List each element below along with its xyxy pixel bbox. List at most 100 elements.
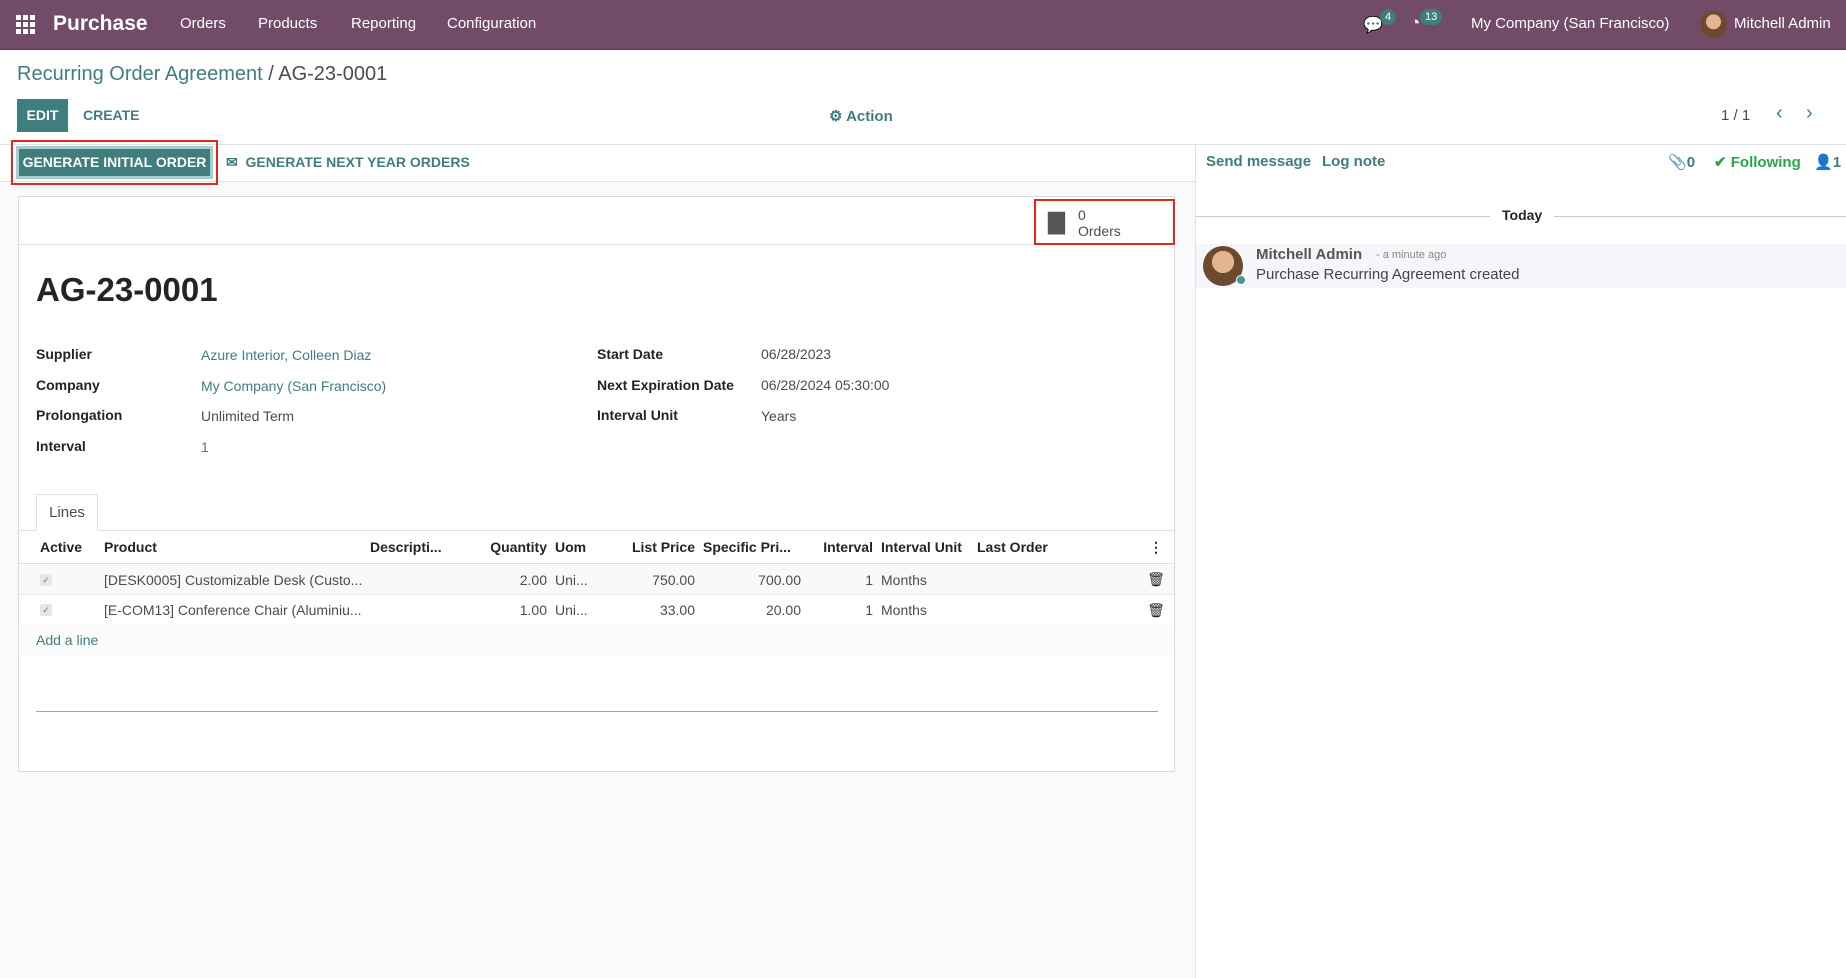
form-sheet: ▇ 0 Orders AG-23-0001 Supplier Azure Int… <box>18 196 1175 772</box>
activity-clock-icon[interactable]: ◔ <box>1410 13 1421 32</box>
user-avatar[interactable] <box>1700 11 1727 38</box>
col-last-order[interactable]: Last Order <box>977 539 1048 555</box>
envelope-icon: ✉ <box>226 154 238 170</box>
col-description[interactable]: Descripti... <box>370 539 442 555</box>
generate-next-label: Generate Next Year Orders <box>245 154 470 170</box>
table-row[interactable]: ✓ [E-COM13] Conference Chair (Aluminiu..… <box>19 595 1174 625</box>
button-box <box>19 197 1174 245</box>
pager-value[interactable]: 1 / 1 <box>1721 107 1751 124</box>
cell-quantity[interactable]: 1.00 <box>519 602 547 618</box>
generate-initial-order-button[interactable]: Generate Initial Order <box>16 146 213 179</box>
table-row[interactable]: ✓ [DESK0005] Customizable Desk (Custo...… <box>19 565 1174 595</box>
form-area: Generate Initial Order ✉ Generate Next Y… <box>0 140 1195 978</box>
col-product[interactable]: Product <box>104 539 157 555</box>
menu-reporting[interactable]: Reporting <box>351 15 417 32</box>
message: Mitchell Admin - a minute ago Purchase R… <box>1196 244 1846 288</box>
create-button[interactable]: Create <box>83 107 140 123</box>
message-time: - a minute ago <box>1376 249 1447 261</box>
interval-unit-value: Years <box>761 408 797 424</box>
chevron-right-icon[interactable]: › <box>1806 102 1813 124</box>
table-header: Active Product Descripti... Quantity Uom… <box>19 531 1174 564</box>
cell-interval[interactable]: 1 <box>865 602 873 618</box>
paperclip-icon: 📎 <box>1668 154 1687 171</box>
col-specific-price[interactable]: Specific Pri... <box>703 539 791 555</box>
start-date-value: 06/28/2023 <box>761 346 832 362</box>
col-active[interactable]: Active <box>40 539 83 555</box>
date-separator: Today <box>1502 207 1543 223</box>
cell-product[interactable]: [DESK0005] Customizable Desk (Custo... <box>104 571 363 588</box>
cell-product[interactable]: [E-COM13] Conference Chair (Aluminiu... <box>104 602 362 618</box>
action-label: Action <box>846 108 893 125</box>
record-title: AG-23-0001 <box>36 271 218 308</box>
add-line-link[interactable]: Add a line <box>36 632 99 648</box>
menu-products[interactable]: Products <box>258 15 318 32</box>
prolongation-label: Prolongation <box>36 407 123 423</box>
user-menu[interactable]: Mitchell Admin <box>1734 15 1831 32</box>
cell-uom[interactable]: Uni... <box>555 602 588 618</box>
chatter: Send message Log note 📎0 ✔ Following 👤1 … <box>1195 144 1846 978</box>
supplier-value[interactable]: Azure Interior, Colleen Diaz <box>201 347 372 363</box>
attachments-button[interactable]: 📎0 <box>1668 153 1695 171</box>
following-button[interactable]: ✔ Following <box>1714 153 1801 171</box>
cell-quantity[interactable]: 2.00 <box>519 571 547 588</box>
apps-menu-icon[interactable] <box>16 15 35 34</box>
cell-specific-price[interactable]: 20.00 <box>765 602 801 618</box>
cell-interval-unit[interactable]: Months <box>881 602 927 618</box>
trash-icon[interactable]: 🗑 <box>1147 601 1165 618</box>
start-date-label: Start Date <box>597 346 664 362</box>
menu-configuration[interactable]: Configuration <box>447 15 537 32</box>
edit-button[interactable]: Edit <box>17 99 68 132</box>
chat-icon[interactable]: 💬 <box>1363 17 1383 34</box>
file-icon: ▇ <box>1048 209 1065 234</box>
separator <box>36 711 1158 712</box>
cell-specific-price[interactable]: 700.00 <box>758 571 801 588</box>
action-menu[interactable]: ⚙ Action <box>829 107 893 125</box>
divider <box>1196 216 1490 217</box>
following-label: Following <box>1730 154 1801 171</box>
orders-stat-button[interactable]: ▇ 0 Orders <box>1034 199 1175 245</box>
prolongation-value: Unlimited Term <box>201 408 295 424</box>
status-bar: Generate Initial Order ✉ Generate Next Y… <box>0 140 1195 185</box>
log-note-button[interactable]: Log note <box>1322 153 1386 170</box>
divider <box>1554 216 1846 217</box>
active-checkbox[interactable]: ✓ <box>40 573 52 586</box>
cell-list-price[interactable]: 750.00 <box>652 571 695 588</box>
company-switcher[interactable]: My Company (San Francisco) <box>1471 15 1670 32</box>
col-interval[interactable]: Interval <box>823 539 873 555</box>
app-name[interactable]: Purchase <box>53 12 148 35</box>
col-quantity[interactable]: Quantity <box>490 539 547 555</box>
trash-icon[interactable]: 🗑 <box>1147 571 1165 587</box>
activities-badge: 13 <box>1420 9 1443 25</box>
user-icon: 👤 <box>1814 154 1833 171</box>
column-options-icon[interactable]: ⋮ <box>1149 538 1163 555</box>
breadcrumb-current: AG-23-0001 <box>278 63 388 85</box>
company-label: Company <box>36 377 100 393</box>
interval-unit-label: Interval Unit <box>597 407 678 423</box>
messages-badge: 4 <box>1380 9 1397 25</box>
cell-interval-unit[interactable]: Months <box>881 571 927 588</box>
cell-list-price[interactable]: 33.00 <box>659 602 695 618</box>
tab-lines[interactable]: Lines <box>36 494 98 531</box>
message-author[interactable]: Mitchell Admin <box>1256 246 1363 263</box>
company-value[interactable]: My Company (San Francisco) <box>201 378 387 394</box>
cell-uom[interactable]: Uni... <box>555 571 588 588</box>
check-icon: ✔ <box>1714 154 1727 171</box>
followers-button[interactable]: 👤1 <box>1814 153 1841 171</box>
cell-interval[interactable]: 1 <box>865 571 873 588</box>
col-interval-unit[interactable]: Interval Unit <box>881 539 962 555</box>
highlight-box <box>11 140 218 185</box>
add-line-row: Add a line <box>19 625 1174 655</box>
interval-value: 1 <box>201 439 209 455</box>
message-body: Purchase Recurring Agreement created <box>1256 266 1520 283</box>
chevron-left-icon[interactable]: ‹ <box>1776 102 1783 124</box>
send-message-button[interactable]: Send message <box>1206 153 1312 170</box>
col-uom[interactable]: Uom <box>555 539 587 555</box>
generate-next-year-orders-button[interactable]: ✉ Generate Next Year Orders <box>226 154 470 171</box>
col-list-price[interactable]: List Price <box>631 539 695 555</box>
active-checkbox[interactable]: ✓ <box>40 604 52 616</box>
gear-icon: ⚙ <box>829 108 843 125</box>
breadcrumb-parent[interactable]: Recurring Order Agreement <box>17 63 263 85</box>
orders-count: 0 <box>1078 207 1086 223</box>
attachments-count: 0 <box>1686 154 1696 171</box>
menu-orders[interactable]: Orders <box>180 15 226 32</box>
